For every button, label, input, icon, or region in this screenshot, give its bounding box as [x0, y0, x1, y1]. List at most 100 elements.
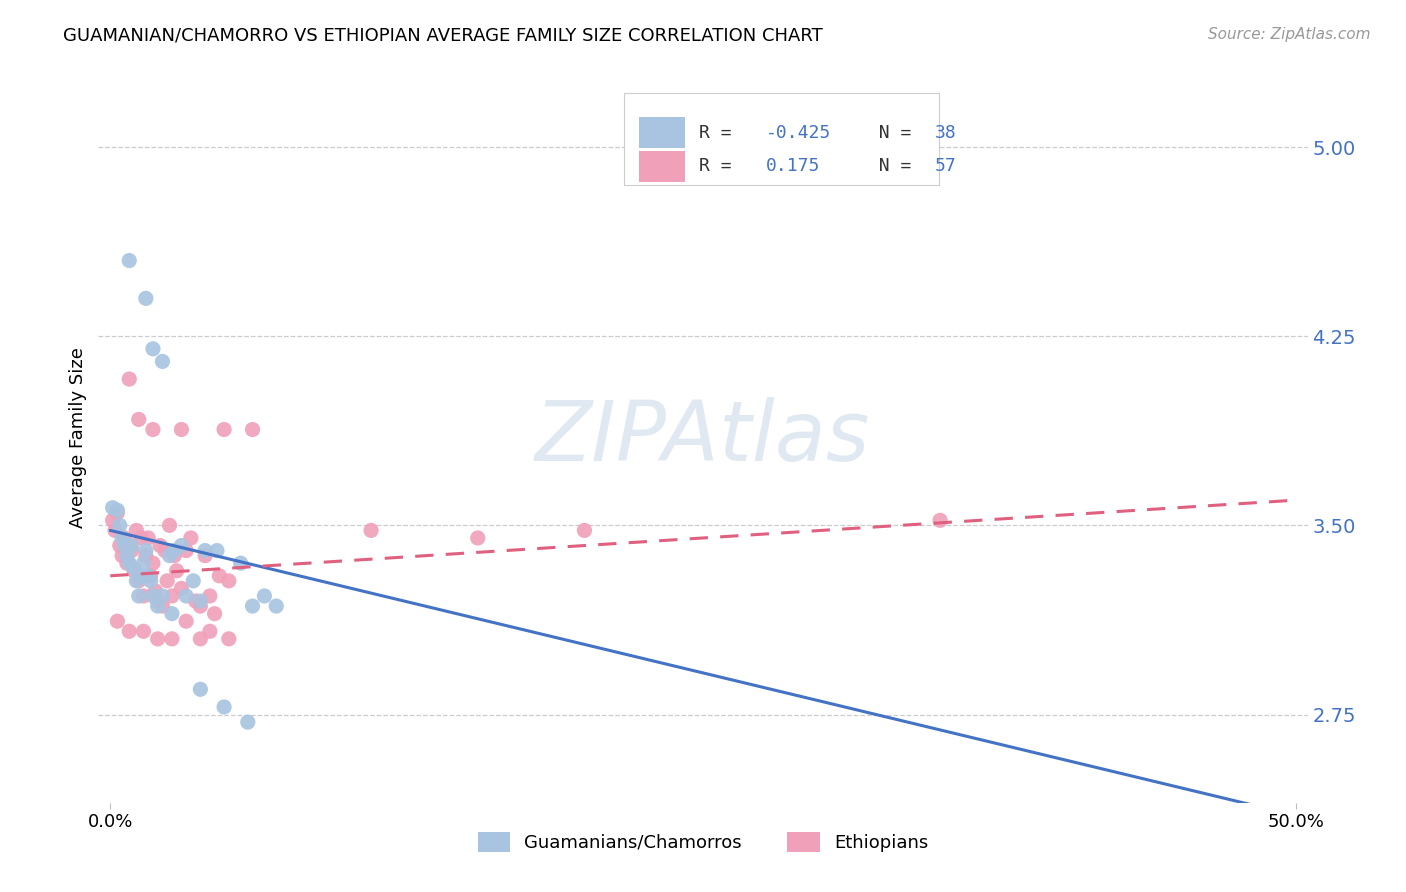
Point [128, 574, 150, 588]
Point [111, 549, 134, 563]
Point [163, 543, 186, 558]
Point [132, 589, 155, 603]
Point [122, 564, 145, 578]
Point [181, 574, 204, 588]
Point [132, 556, 155, 570]
Point [166, 564, 188, 578]
Point [125, 524, 148, 538]
Point [208, 569, 231, 583]
Point [190, 632, 212, 646]
Point [156, 574, 179, 588]
Point [105, 506, 128, 520]
Point [212, 423, 235, 437]
Point [205, 543, 228, 558]
Point [132, 624, 155, 639]
Point [159, 549, 181, 563]
Bar [638, 151, 685, 182]
Point [190, 599, 212, 613]
Point [218, 632, 240, 646]
Bar [638, 117, 685, 148]
Text: 0.175: 0.175 [766, 158, 820, 176]
Point [128, 589, 150, 603]
Point [264, 599, 287, 613]
Point [146, 632, 169, 646]
Text: Source: ZipAtlas.com: Source: ZipAtlas.com [1208, 27, 1371, 42]
Point [152, 589, 174, 603]
Text: GUAMANIAN/CHAMORRO VS ETHIOPIAN AVERAGE FAMILY SIZE CORRELATION CHART: GUAMANIAN/CHAMORRO VS ETHIOPIAN AVERAGE … [63, 27, 823, 45]
Point [253, 589, 276, 603]
Point [190, 682, 212, 697]
Text: N =: N = [856, 158, 922, 176]
Point [118, 253, 141, 268]
Point [198, 589, 221, 603]
Point [212, 700, 235, 714]
Point [467, 531, 489, 545]
Point [160, 589, 183, 603]
Point [121, 539, 143, 553]
Point [242, 423, 264, 437]
Point [142, 556, 165, 570]
Point [190, 594, 212, 608]
Y-axis label: Average Family Size: Average Family Size [69, 347, 87, 527]
Text: R =: R = [699, 158, 754, 176]
Point [115, 556, 138, 570]
Point [174, 589, 197, 603]
Point [574, 524, 596, 538]
Point [142, 589, 165, 603]
Point [360, 524, 382, 538]
Point [174, 543, 197, 558]
Point [142, 423, 165, 437]
Point [136, 531, 159, 545]
Point [204, 607, 226, 621]
Point [174, 614, 197, 628]
Point [149, 539, 172, 553]
Point [152, 599, 174, 613]
Point [229, 556, 252, 570]
Point [108, 539, 131, 553]
Point [142, 342, 165, 356]
Point [218, 574, 240, 588]
Point [118, 624, 141, 639]
Point [128, 412, 150, 426]
Point [118, 372, 141, 386]
Point [194, 543, 217, 558]
Point [194, 549, 217, 563]
Point [122, 561, 145, 575]
Point [115, 549, 138, 563]
Point [160, 607, 183, 621]
Point [184, 594, 207, 608]
Text: 38: 38 [935, 124, 957, 142]
Point [198, 624, 221, 639]
Point [105, 503, 128, 517]
Point [101, 500, 124, 515]
Point [152, 354, 174, 368]
Point [129, 569, 152, 583]
Text: R =: R = [699, 124, 742, 142]
Point [105, 614, 128, 628]
Text: -0.425: -0.425 [766, 124, 831, 142]
Point [129, 531, 152, 545]
Point [101, 513, 124, 527]
Point [143, 583, 166, 598]
Point [136, 569, 159, 583]
Point [114, 539, 136, 553]
Point [146, 599, 169, 613]
Point [153, 543, 176, 558]
Point [114, 531, 136, 545]
Point [1142, 851, 1164, 865]
Point [125, 574, 148, 588]
Point [160, 632, 183, 646]
Point [139, 574, 162, 588]
FancyBboxPatch shape [624, 94, 939, 185]
Point [170, 423, 193, 437]
Point [159, 518, 181, 533]
Point [118, 556, 141, 570]
Point [170, 539, 193, 553]
Point [135, 543, 157, 558]
Point [108, 518, 131, 533]
Point [139, 569, 162, 583]
Point [135, 549, 157, 563]
Point [180, 531, 202, 545]
Text: ZIPAtlas: ZIPAtlas [536, 397, 870, 477]
Text: 57: 57 [935, 158, 957, 176]
